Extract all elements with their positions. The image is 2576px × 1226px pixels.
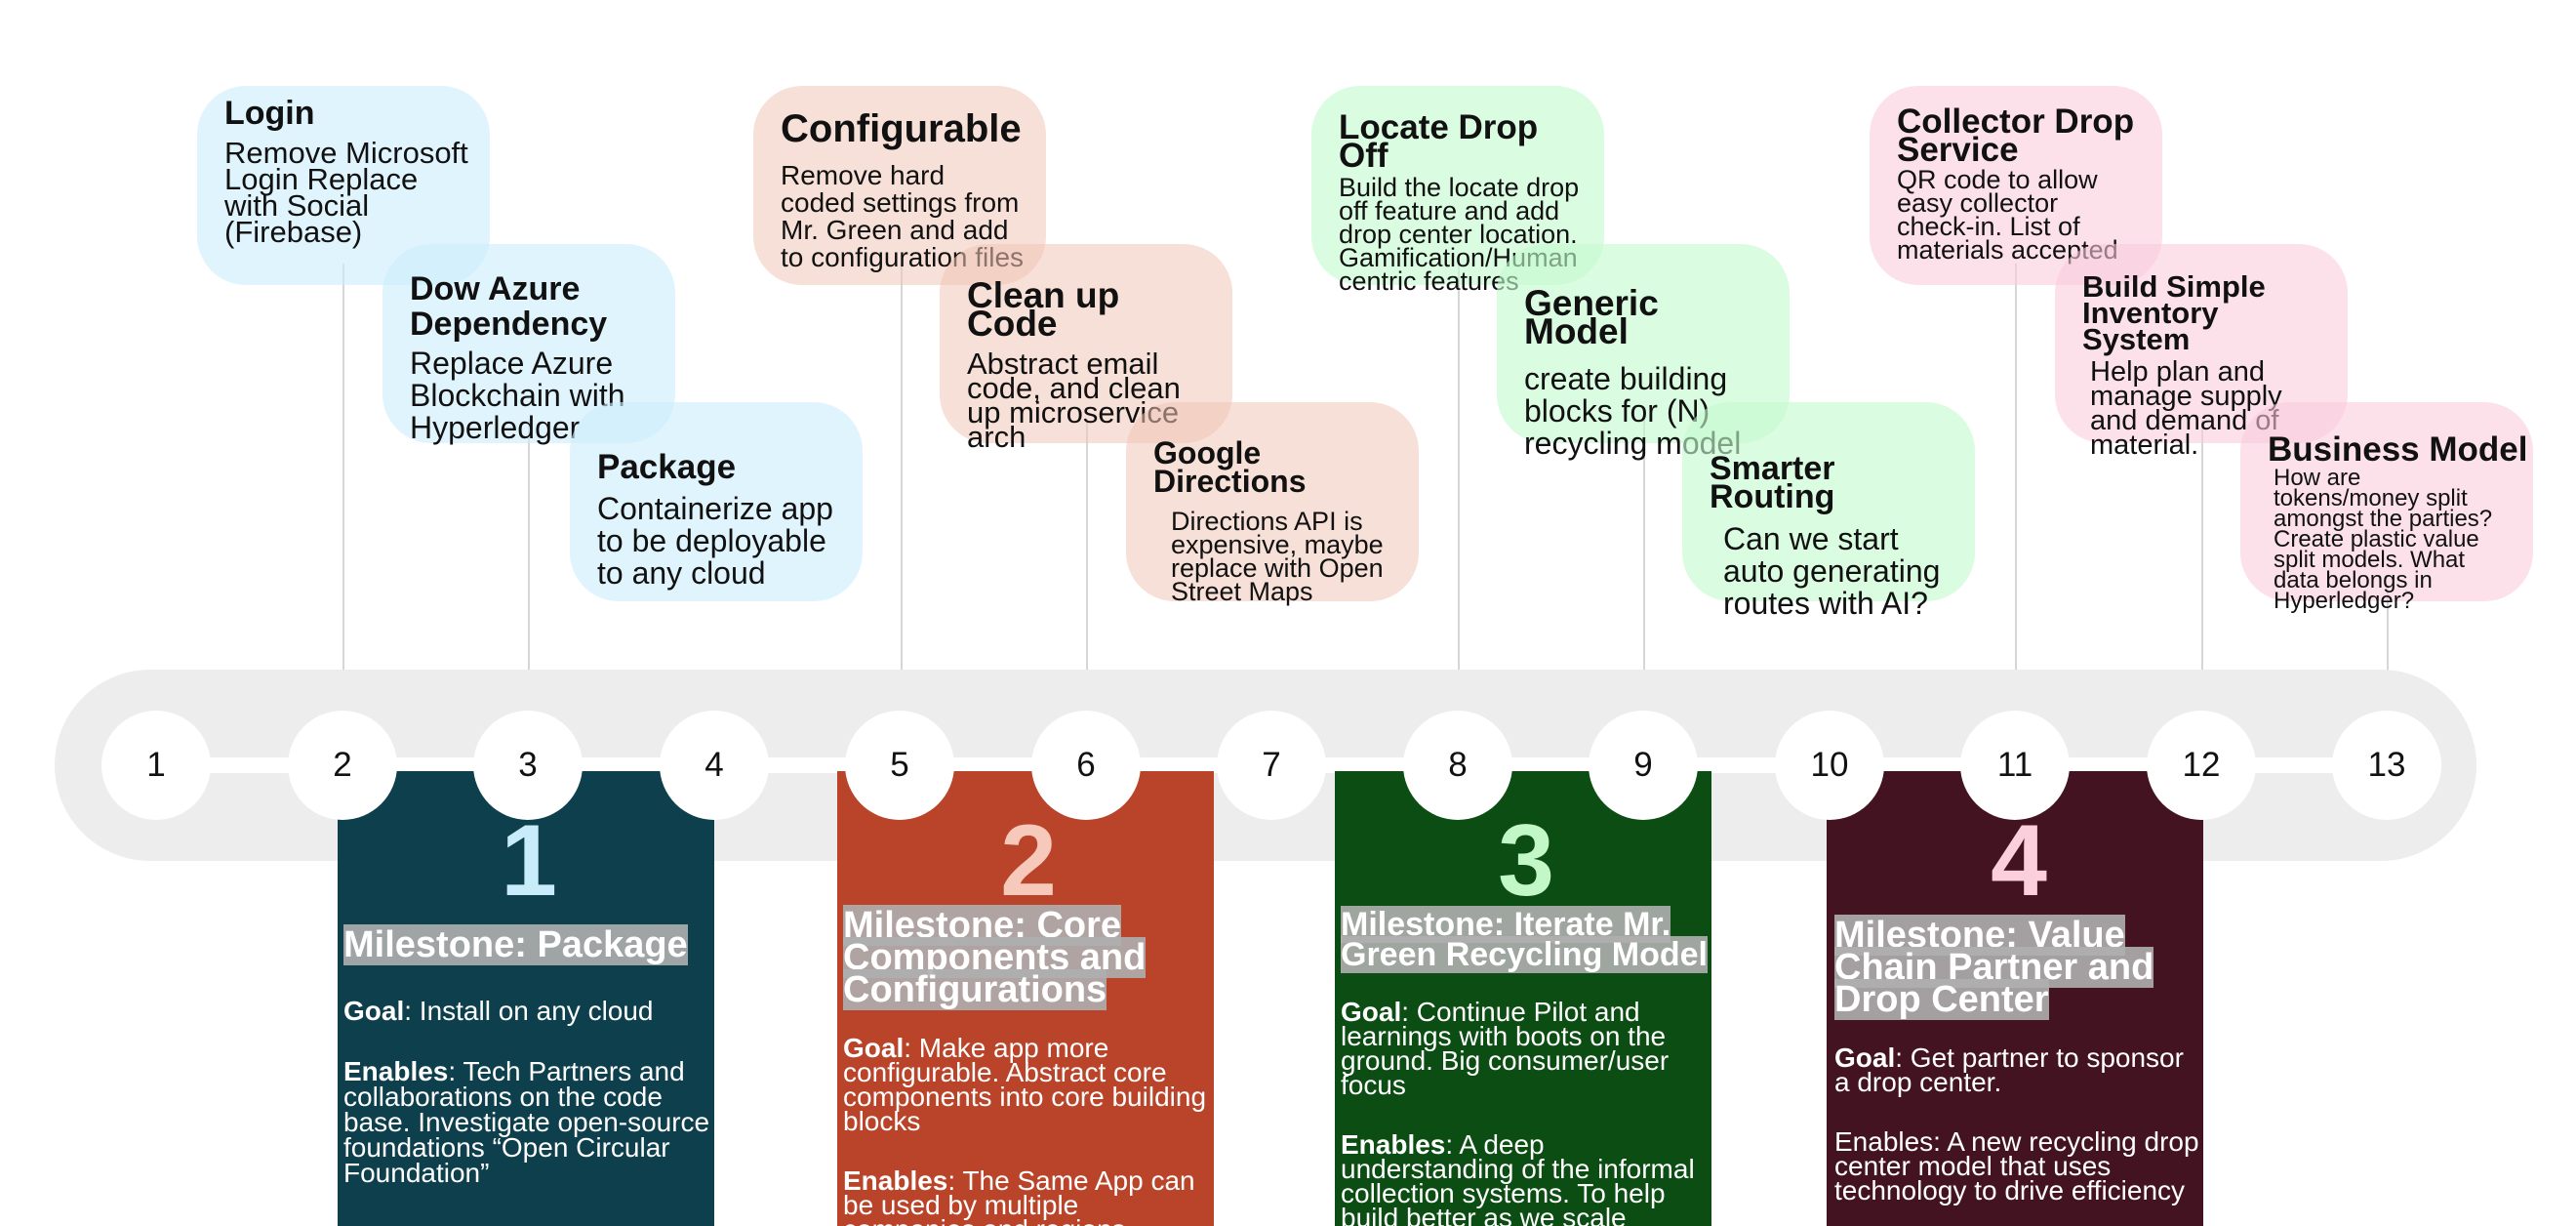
card-title: Clean up Code	[967, 275, 1120, 344]
card-package: Package Containerize app to be deployabl…	[570, 402, 863, 601]
timeline-node-13: 13	[2332, 711, 2441, 820]
timeline-node-2: 2	[288, 711, 397, 820]
timeline-node-8: 8	[1403, 711, 1512, 820]
milestone-goal: Goal: Install on any cloud	[343, 996, 654, 1026]
milestone-goal: Goal: Continue Pilot and learnings with …	[1341, 997, 1670, 1100]
timeline-node-12: 12	[2147, 711, 2256, 820]
card-body: Can we start auto generating routes with…	[1723, 521, 1941, 621]
timeline-node-6: 6	[1031, 711, 1141, 820]
milestone-title: Milestone: Value Chain Partner and Drop …	[1834, 915, 2154, 1020]
milestone-4: 4 Milestone: Value Chain Partner and Dro…	[1827, 771, 2203, 1226]
milestone-number: 4	[1991, 804, 2047, 918]
milestone-1: 1 Milestone: Package Goal: Install on an…	[338, 771, 714, 1226]
milestone-title: Milestone: Core Components and Configura…	[843, 905, 1147, 1010]
card-body: Directions API is expensive, maybe repla…	[1171, 507, 1384, 606]
milestone-enables: Enables: A deep understanding of the inf…	[1341, 1129, 1695, 1226]
milestone-3: 3 Milestone: Iterate Mr. Green Recycling…	[1335, 771, 1711, 1226]
card-title: Business Model	[2268, 430, 2528, 469]
card-body: Remove Microsoft Login Replace with Soci…	[224, 136, 468, 249]
card-title: Package	[597, 448, 737, 486]
card-title: Login	[224, 95, 315, 132]
card-collector-drop: Collector Drop Service QR code to allow …	[1870, 86, 2162, 285]
card-title: Build Simple Inventory System	[2082, 269, 2266, 356]
milestone-number: 1	[501, 804, 557, 918]
card-clean-up-code: Clean up Code Abstract email code, and c…	[940, 244, 1232, 452]
card-business-model: Business Model How are tokens/money spli…	[2240, 402, 2533, 613]
card-smarter-routing: Smarter Routing Can we start auto genera…	[1682, 402, 1975, 620]
card-configurable: Configurable Remove hard coded settings …	[753, 86, 1046, 285]
card-body: Help plan and manage supply and demand o…	[2090, 356, 2282, 461]
timeline-node-9: 9	[1589, 711, 1698, 820]
timeline-node-5: 5	[845, 711, 954, 820]
timeline-node-3: 3	[473, 711, 583, 820]
card-body: Containerize app to be deployable to any…	[597, 491, 833, 591]
connector-3	[528, 420, 530, 722]
connector-11	[2015, 264, 2017, 722]
card-title: Smarter Routing	[1710, 450, 1835, 515]
milestone-goal: Goal: Get partner to sponsor a drop cent…	[1834, 1042, 2184, 1097]
connector-2	[342, 264, 344, 722]
milestone-goal: Goal: Make app more configurable. Abstra…	[843, 1033, 1207, 1136]
milestone-enables: Enables: Tech Partners and collaboration…	[343, 1056, 710, 1188]
milestone-number: 3	[1498, 804, 1554, 918]
card-title: Configurable	[781, 107, 1022, 150]
card-title: Generic Model	[1524, 283, 1659, 351]
connector-12	[2201, 420, 2203, 722]
milestone-title: Milestone: Iterate Mr. Green Recycling M…	[1341, 906, 1708, 973]
card-title: Collector Drop Service	[1897, 102, 2135, 169]
card-title: Dow Azure Dependency	[410, 270, 608, 343]
timeline-node-4: 4	[660, 711, 769, 820]
milestone-title: Milestone: Package	[343, 924, 688, 965]
connector-6	[1086, 420, 1088, 722]
card-body: Build the locate drop off feature and ad…	[1339, 173, 1580, 296]
milestone-2: 2 Milestone: Core Components and Configu…	[837, 771, 1214, 1226]
timeline-node-11: 11	[1960, 711, 2070, 820]
connector-9	[1643, 420, 1645, 722]
milestone-number: 2	[1000, 804, 1057, 918]
card-body: QR code to allow easy collector check-in…	[1897, 165, 2118, 265]
card-locate-drop-off: Locate Drop Off Build the locate drop of…	[1311, 86, 1604, 295]
card-dow-azure: Dow Azure Dependency Replace Azure Block…	[382, 244, 675, 445]
card-title: Locate Drop Off	[1339, 108, 1539, 175]
timeline-node-7: 7	[1217, 711, 1326, 820]
timeline-node-10: 10	[1775, 711, 1884, 820]
card-title: Google Directions	[1153, 435, 1307, 499]
card-body: How are tokens/money split amongst the p…	[2274, 465, 2493, 614]
milestone-enables: Enables: The Same App can be used by mul…	[843, 1165, 1195, 1226]
card-google-directions: Google Directions Directions API is expe…	[1126, 402, 1419, 606]
connector-5	[901, 264, 903, 722]
timeline-node-1: 1	[101, 711, 211, 820]
connector-8	[1458, 264, 1460, 722]
connector-13	[2387, 586, 2389, 722]
milestone-enables: Enables: A new recycling drop center mod…	[1834, 1126, 2199, 1206]
card-body: Replace Azure Blockchain with Hyperledge…	[410, 346, 625, 445]
